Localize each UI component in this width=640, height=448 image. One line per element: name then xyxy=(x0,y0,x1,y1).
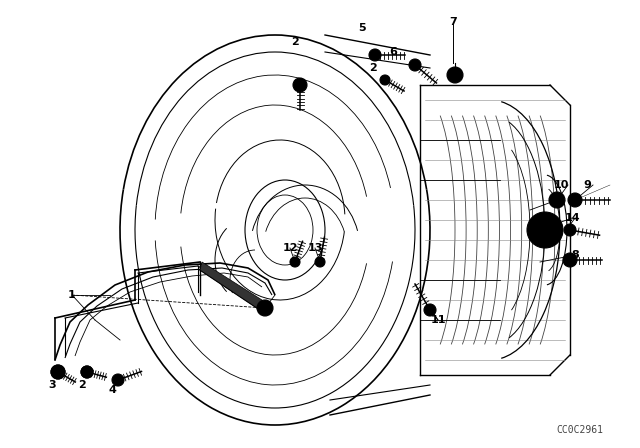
Circle shape xyxy=(424,304,436,316)
Text: 5: 5 xyxy=(358,23,366,33)
Circle shape xyxy=(315,257,325,267)
Polygon shape xyxy=(200,262,262,310)
Text: 8: 8 xyxy=(571,250,579,260)
Circle shape xyxy=(81,366,93,378)
Circle shape xyxy=(290,257,300,267)
Text: 2: 2 xyxy=(369,63,377,73)
Text: 11: 11 xyxy=(430,315,445,325)
Text: CC0C2961: CC0C2961 xyxy=(557,425,604,435)
Text: 3: 3 xyxy=(48,380,56,390)
Circle shape xyxy=(257,300,273,316)
Circle shape xyxy=(293,78,307,92)
Text: 10: 10 xyxy=(554,180,569,190)
Text: 9: 9 xyxy=(583,180,591,190)
Circle shape xyxy=(409,59,421,71)
Circle shape xyxy=(549,192,565,208)
Text: 2: 2 xyxy=(78,380,86,390)
Circle shape xyxy=(51,365,65,379)
Circle shape xyxy=(563,253,577,267)
Text: 14: 14 xyxy=(564,213,580,223)
Text: 2: 2 xyxy=(291,37,299,47)
Text: 6: 6 xyxy=(389,47,397,57)
Circle shape xyxy=(447,67,463,83)
Text: 7: 7 xyxy=(449,17,457,27)
Circle shape xyxy=(81,366,93,378)
Circle shape xyxy=(527,212,563,248)
Circle shape xyxy=(564,224,576,236)
Circle shape xyxy=(380,75,390,85)
Text: 1: 1 xyxy=(68,290,76,300)
Text: 4: 4 xyxy=(108,385,116,395)
Circle shape xyxy=(112,374,124,386)
Circle shape xyxy=(568,193,582,207)
Circle shape xyxy=(369,49,381,61)
Circle shape xyxy=(51,365,65,379)
Text: 13: 13 xyxy=(307,243,323,253)
Text: 12: 12 xyxy=(282,243,298,253)
